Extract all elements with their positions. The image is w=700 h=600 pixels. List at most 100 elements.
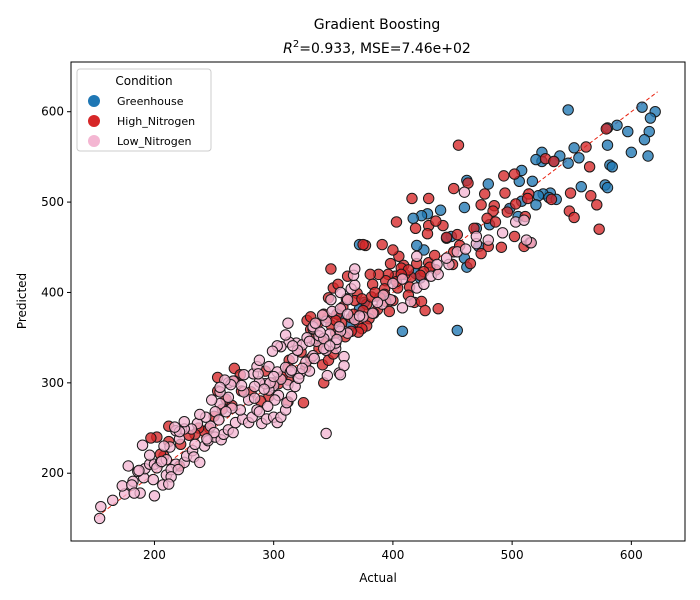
y-tick-label: 500 (41, 195, 64, 209)
data-point (296, 362, 308, 375)
data-point (371, 296, 384, 309)
data-point (464, 257, 477, 270)
series-high-nitrogen (145, 123, 613, 472)
series-low-nitrogen (93, 186, 537, 525)
data-point (406, 192, 418, 205)
data-point (487, 205, 499, 217)
data-point (213, 414, 225, 426)
data-point (440, 252, 453, 264)
data-point (285, 364, 298, 376)
y-tick-label: 300 (41, 376, 64, 390)
data-point (214, 381, 226, 394)
data-point (580, 141, 592, 153)
data-point (530, 199, 542, 211)
data-point (341, 308, 354, 320)
y-tick-label: 400 (41, 285, 64, 299)
data-point (411, 239, 423, 252)
data-point (562, 157, 574, 169)
data-point (409, 222, 422, 234)
subtitle-r2-superscript: 2 (293, 39, 299, 50)
data-point (475, 199, 487, 211)
subtitle-r2-label: R (283, 41, 293, 57)
data-point (205, 394, 218, 406)
data-point (128, 487, 140, 499)
data-point (93, 512, 106, 525)
data-point (253, 354, 266, 366)
x-tick-label: 400 (381, 548, 404, 562)
plot-frame (70, 61, 686, 542)
data-point (349, 263, 361, 275)
data-point (148, 490, 161, 502)
data-point (136, 439, 149, 451)
data-point (591, 199, 603, 211)
x-tick-label: 200 (143, 548, 166, 562)
data-point (625, 146, 638, 159)
data-point (575, 181, 587, 193)
data-point (194, 456, 206, 469)
data-point (364, 268, 376, 281)
data-point (258, 383, 270, 395)
data-point (334, 286, 347, 299)
data-point (448, 182, 460, 195)
x-axis-label: Actual (359, 571, 397, 585)
data-point (636, 101, 648, 113)
data-point (320, 427, 332, 440)
data-point (508, 230, 521, 243)
data-point (405, 295, 417, 308)
data-point (297, 397, 310, 409)
data-point (95, 500, 107, 513)
data-point (451, 228, 463, 241)
data-point (194, 408, 206, 421)
data-point (314, 326, 326, 338)
data-point (583, 161, 596, 173)
data-point (418, 278, 430, 291)
data-point (526, 175, 539, 187)
data-point (638, 134, 651, 146)
data-point (383, 305, 396, 318)
data-point (521, 192, 534, 205)
data-point (622, 125, 634, 138)
data-point (496, 227, 509, 239)
data-point (407, 212, 419, 225)
data-point (208, 426, 220, 439)
data-point (349, 279, 361, 291)
x-tick-label: 600 (620, 548, 643, 562)
data-point (356, 293, 368, 305)
data-point (479, 188, 491, 200)
data-point (333, 321, 345, 333)
data-point (470, 230, 483, 243)
data-point (282, 317, 294, 329)
chart-title: Gradient Boosting (314, 17, 441, 33)
data-point (143, 449, 156, 461)
data-point (390, 216, 403, 228)
data-point (499, 187, 511, 199)
data-point (357, 238, 369, 251)
data-point (562, 104, 574, 116)
data-point (451, 324, 463, 337)
data-point (267, 370, 280, 383)
data-point (601, 181, 614, 194)
data-point (303, 335, 316, 347)
data-point (253, 406, 266, 418)
data-point (316, 309, 329, 321)
legend-label: Low_Nitrogen (117, 135, 192, 148)
data-point (434, 204, 447, 216)
data-point (482, 178, 494, 190)
data-point (279, 329, 292, 341)
y-tick-label: 600 (41, 105, 64, 119)
y-axis-label: Predicted (15, 273, 29, 329)
data-point (568, 142, 580, 154)
data-point (458, 201, 471, 214)
data-point (325, 263, 337, 275)
data-point (430, 215, 442, 227)
data-point (518, 214, 530, 226)
data-point (145, 432, 157, 444)
data-point (116, 480, 128, 492)
data-point (178, 416, 190, 428)
data-point (508, 168, 521, 180)
data-point (593, 223, 605, 235)
data-point (530, 153, 542, 166)
data-point (573, 152, 585, 164)
data-point (489, 216, 502, 228)
